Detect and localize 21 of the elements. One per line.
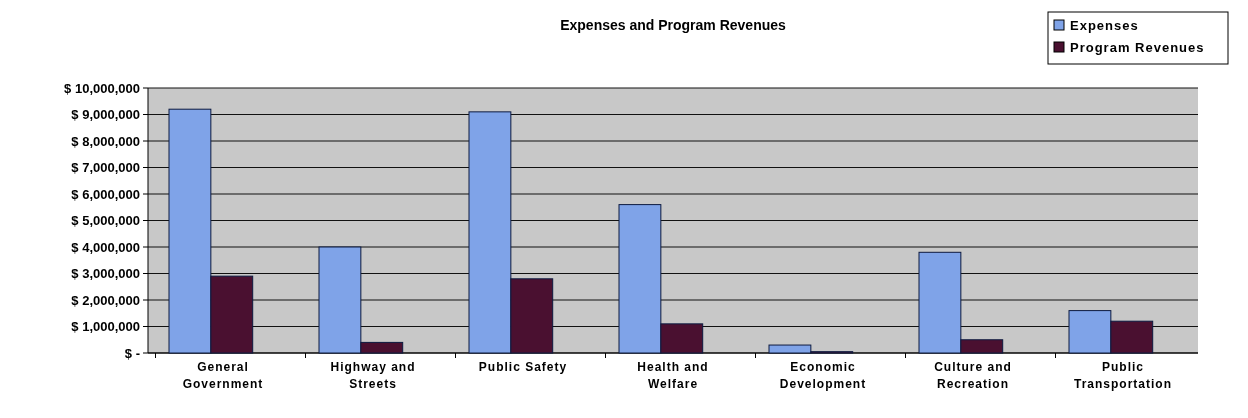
y-tick-label: $ - — [124, 345, 140, 361]
legend-label: Expenses — [1070, 17, 1139, 33]
y-tick-label: $ 4,000,000 — [71, 239, 140, 255]
x-tick-label: Public Transportation — [1073, 360, 1173, 391]
y-tick-label: $ 9,000,000 — [71, 107, 140, 123]
y-tick-label: $ 1,000,000 — [71, 319, 140, 335]
x-tick-label: Health and Welfare — [637, 360, 709, 391]
x-tick-label: Highway and Streets — [330, 360, 416, 391]
y-tick-label: $ 8,000,000 — [71, 133, 140, 149]
y-tick-label: $ 2,000,000 — [71, 292, 140, 308]
y-tick-label: $ 10,000,000 — [64, 80, 140, 96]
legend-label: Program Revenues — [1070, 39, 1205, 55]
y-tick-label: $ 3,000,000 — [71, 266, 140, 282]
chart-title: Expenses and Program Revenues — [560, 17, 787, 33]
y-tick-label: $ 5,000,000 — [71, 213, 140, 229]
x-tick-label: Economic Development — [779, 360, 867, 391]
y-tick-label: $ 7,000,000 — [71, 160, 140, 176]
x-tick-label: Public Safety — [478, 360, 568, 374]
y-tick-label: $ 6,000,000 — [71, 186, 140, 202]
x-tick-label: Culture and Recreation — [934, 360, 1012, 391]
x-tick-label: General Government — [182, 360, 264, 391]
